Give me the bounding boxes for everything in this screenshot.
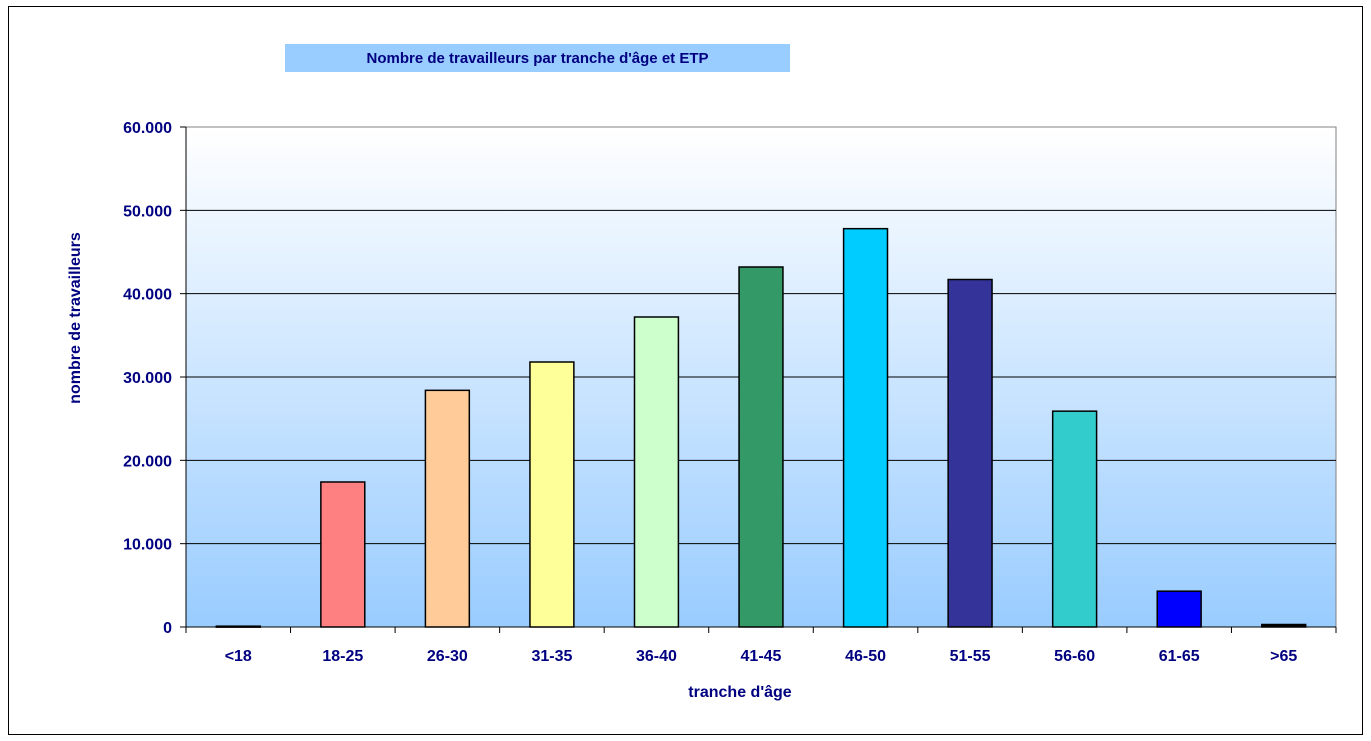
y-tick-label: 40.000 bbox=[123, 287, 172, 304]
bars bbox=[215, 227, 1307, 628]
bar-3 bbox=[424, 389, 471, 628]
x-tick-label: 36-40 bbox=[636, 648, 677, 665]
x-tick-label: >65 bbox=[1270, 648, 1297, 665]
x-tick-label: 26-30 bbox=[427, 648, 468, 665]
y-tick-label: 0 bbox=[163, 620, 172, 637]
y-axis-title: nombre de travailleurs bbox=[67, 232, 84, 404]
bar-7 bbox=[842, 227, 889, 628]
x-tick-label: 56-60 bbox=[1054, 648, 1095, 665]
y-tick-label: 30.000 bbox=[123, 370, 172, 387]
x-axis-title: tranche d'âge bbox=[688, 684, 791, 701]
x-tick-label: 46-50 bbox=[845, 648, 886, 665]
x-tick-label: 31-35 bbox=[531, 648, 572, 665]
bar-10 bbox=[1156, 590, 1202, 628]
y-tick-label: 20.000 bbox=[123, 453, 172, 470]
bar-5 bbox=[633, 316, 680, 628]
y-tick-label: 10.000 bbox=[123, 537, 172, 554]
y-tick-label: 50.000 bbox=[123, 203, 172, 220]
x-tick-label: 41-45 bbox=[741, 648, 782, 665]
bar-6 bbox=[738, 266, 784, 628]
x-axis-ticks: <18 18-25 26-30 31-35 36-40 41-45 46-50 51-55 56… bbox=[185, 627, 1337, 665]
bar-8 bbox=[947, 278, 993, 628]
x-tick-label: <18 bbox=[225, 648, 252, 665]
bar-2 bbox=[320, 481, 366, 628]
y-axis-ticks: 0 10.000 20.000 30.000 40.000 50.000 60.000 bbox=[123, 120, 186, 637]
x-tick-label: 18-25 bbox=[322, 648, 363, 665]
chart-title: Nombre de travailleurs par tranche d'âge… bbox=[285, 44, 790, 72]
bar-9 bbox=[1051, 410, 1098, 628]
bar-4 bbox=[529, 361, 575, 628]
x-tick-label: 61-65 bbox=[1159, 648, 1200, 665]
y-tick-label: 60.000 bbox=[123, 120, 172, 137]
x-tick-label: 51-55 bbox=[950, 648, 991, 665]
